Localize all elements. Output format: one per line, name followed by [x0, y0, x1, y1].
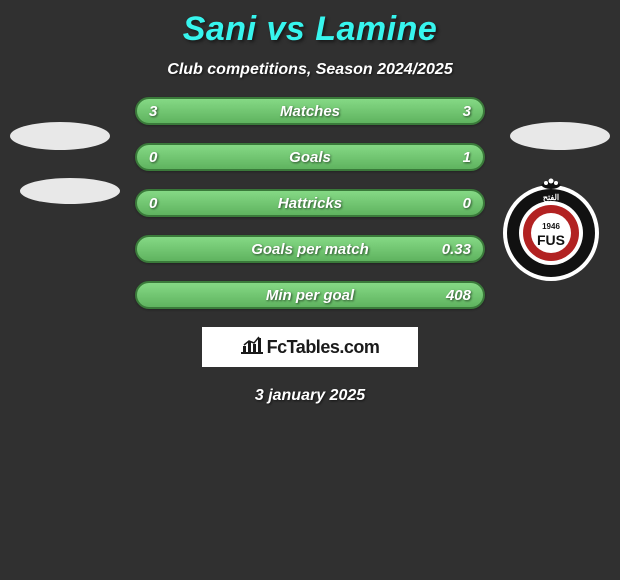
page-subtitle: Club competitions, Season 2024/2025	[0, 61, 620, 79]
branding-text: FcTables.com	[267, 337, 380, 358]
stat-label: Hattricks	[278, 195, 342, 212]
page-title: Sani vs Lamine	[0, 0, 620, 49]
player-left-avatar	[10, 122, 110, 150]
stat-right-value: 0.33	[431, 241, 471, 258]
svg-text:الفتح: الفتح	[543, 193, 559, 203]
stat-label: Goals per match	[251, 241, 369, 258]
table-row: 0 Hattricks 0	[135, 189, 485, 217]
branding-box[interactable]: FcTables.com	[202, 327, 418, 367]
stats-table: 3 Matches 3 0 Goals 1 0 Hattricks 0 Goal…	[135, 97, 485, 309]
stat-label: Matches	[280, 103, 340, 120]
svg-text:1946: 1946	[542, 222, 560, 231]
team-right-badge: 1946 FUS الفتح	[502, 175, 600, 283]
stat-label: Min per goal	[266, 287, 354, 304]
svg-text:FUS: FUS	[537, 232, 565, 248]
chart-icon	[241, 336, 263, 359]
table-row: 3 Matches 3	[135, 97, 485, 125]
stat-label: Goals	[289, 149, 331, 166]
stat-right-value: 0	[431, 195, 471, 212]
table-row: 0 Goals 1	[135, 143, 485, 171]
stat-right-value: 408	[431, 287, 471, 304]
table-row: Min per goal 408	[135, 281, 485, 309]
footer-date: 3 january 2025	[0, 387, 620, 405]
stat-right-value: 3	[431, 103, 471, 120]
stat-left-value: 0	[149, 149, 189, 166]
stat-left-value: 0	[149, 195, 189, 212]
player-right-avatar	[510, 122, 610, 150]
team-left-badge	[20, 178, 120, 204]
stat-left-value: 3	[149, 103, 189, 120]
table-row: Goals per match 0.33	[135, 235, 485, 263]
stat-right-value: 1	[431, 149, 471, 166]
